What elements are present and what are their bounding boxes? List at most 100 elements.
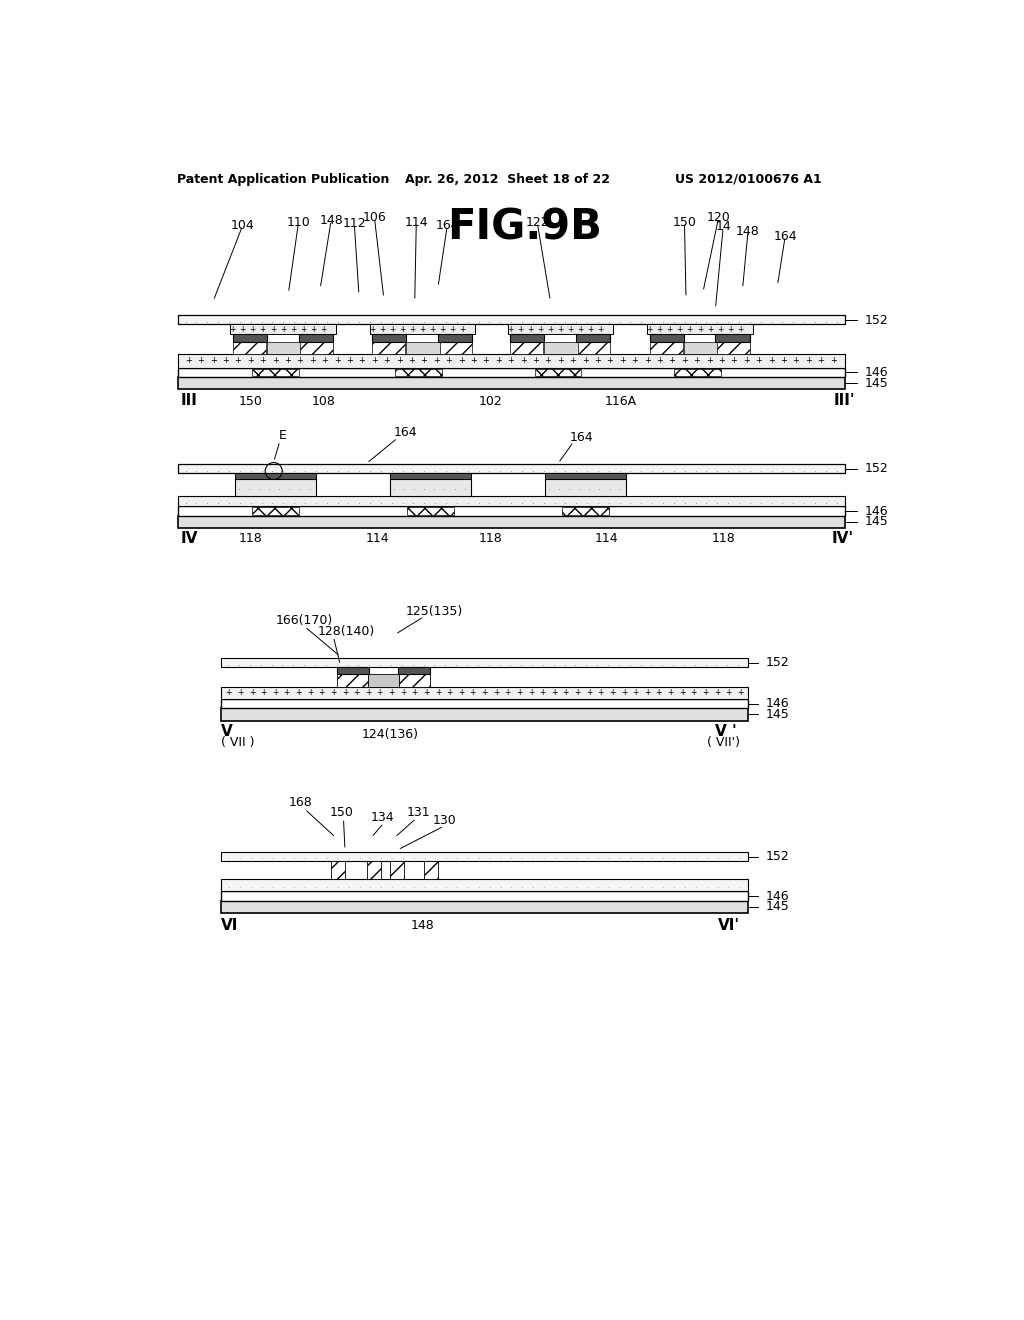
Text: .: . — [814, 315, 817, 325]
Text: .: . — [726, 657, 729, 668]
Text: .: . — [390, 880, 393, 890]
Text: .: . — [531, 315, 535, 325]
Text: .: . — [499, 853, 502, 861]
Text: +: + — [493, 688, 500, 697]
Text: .: . — [283, 463, 286, 474]
Text: +: + — [377, 688, 383, 697]
Text: .: . — [694, 315, 697, 325]
Text: .: . — [336, 657, 339, 668]
Text: .: . — [467, 496, 470, 506]
Text: .: . — [477, 657, 480, 668]
Bar — [424, 861, 438, 879]
Text: .: . — [630, 463, 633, 474]
Text: .: . — [293, 880, 295, 890]
Text: .: . — [289, 482, 292, 492]
Text: +: + — [545, 356, 552, 366]
Text: 145: 145 — [766, 708, 790, 721]
Text: .: . — [608, 315, 610, 325]
Text: .: . — [694, 880, 696, 890]
Text: .: . — [379, 657, 382, 668]
Text: .: . — [814, 463, 817, 474]
Text: +: + — [620, 356, 626, 366]
Bar — [544, 342, 578, 354]
Text: .: . — [781, 315, 784, 325]
Text: .: . — [598, 482, 601, 492]
Bar — [575, 334, 610, 342]
Text: .: . — [531, 657, 535, 668]
Text: .: . — [824, 496, 827, 506]
Text: +: + — [423, 688, 429, 697]
Text: 122: 122 — [525, 215, 549, 228]
Text: 152: 152 — [766, 656, 790, 669]
Text: .: . — [369, 880, 371, 890]
Text: FIG.9B: FIG.9B — [447, 207, 602, 248]
Text: +: + — [693, 356, 700, 366]
Text: .: . — [673, 853, 675, 861]
Text: .: . — [543, 496, 546, 506]
Bar — [221, 686, 748, 700]
Text: +: + — [399, 325, 406, 334]
Text: +: + — [780, 356, 787, 366]
Text: .: . — [466, 880, 469, 890]
Text: .: . — [608, 496, 610, 506]
Text: .: . — [433, 853, 436, 861]
Text: .: . — [563, 657, 566, 668]
Text: 146: 146 — [766, 890, 790, 903]
Text: .: . — [793, 496, 796, 506]
Text: .: . — [434, 463, 437, 474]
Text: .: . — [716, 853, 718, 861]
Text: +: + — [290, 325, 296, 334]
Text: 118: 118 — [239, 532, 262, 545]
Text: +: + — [383, 356, 390, 366]
Text: .: . — [303, 880, 306, 890]
Text: .: . — [694, 496, 697, 506]
Text: .: . — [488, 496, 492, 506]
Text: .: . — [586, 315, 589, 325]
Text: .: . — [487, 657, 490, 668]
Text: .: . — [466, 853, 469, 861]
Text: .: . — [618, 482, 622, 492]
Text: .: . — [336, 853, 339, 861]
Bar — [684, 342, 717, 354]
Text: .: . — [716, 496, 719, 506]
Text: +: + — [458, 688, 465, 697]
Bar — [178, 496, 845, 507]
Text: +: + — [609, 688, 615, 697]
Text: +: + — [621, 688, 627, 697]
Text: 166(170): 166(170) — [275, 614, 333, 627]
Text: +: + — [412, 688, 418, 697]
Text: .: . — [337, 315, 340, 325]
Text: .: . — [433, 482, 436, 492]
Bar — [395, 368, 442, 376]
Bar — [399, 675, 430, 686]
Bar — [221, 659, 748, 667]
Text: .: . — [423, 496, 426, 506]
Text: .: . — [694, 853, 696, 861]
Text: .: . — [586, 496, 589, 506]
Text: .: . — [727, 463, 730, 474]
Text: .: . — [260, 463, 263, 474]
Text: +: + — [633, 688, 639, 697]
Text: .: . — [283, 315, 286, 325]
Text: .: . — [184, 496, 187, 506]
Text: .: . — [239, 880, 241, 890]
Text: .: . — [413, 463, 416, 474]
Text: .: . — [487, 853, 490, 861]
Text: +: + — [725, 688, 732, 697]
Text: .: . — [379, 880, 382, 890]
Text: .: . — [521, 315, 524, 325]
Text: .: . — [607, 853, 610, 861]
Text: .: . — [347, 496, 350, 506]
Text: .: . — [596, 657, 599, 668]
Text: +: + — [737, 325, 743, 334]
Bar — [390, 861, 403, 879]
Text: .: . — [196, 315, 199, 325]
Text: .: . — [217, 315, 220, 325]
Text: +: + — [567, 325, 573, 334]
Bar — [390, 479, 471, 496]
Bar — [266, 342, 300, 354]
Text: .: . — [325, 657, 328, 668]
Text: +: + — [429, 325, 436, 334]
Bar — [510, 334, 544, 342]
Text: .: . — [260, 657, 263, 668]
